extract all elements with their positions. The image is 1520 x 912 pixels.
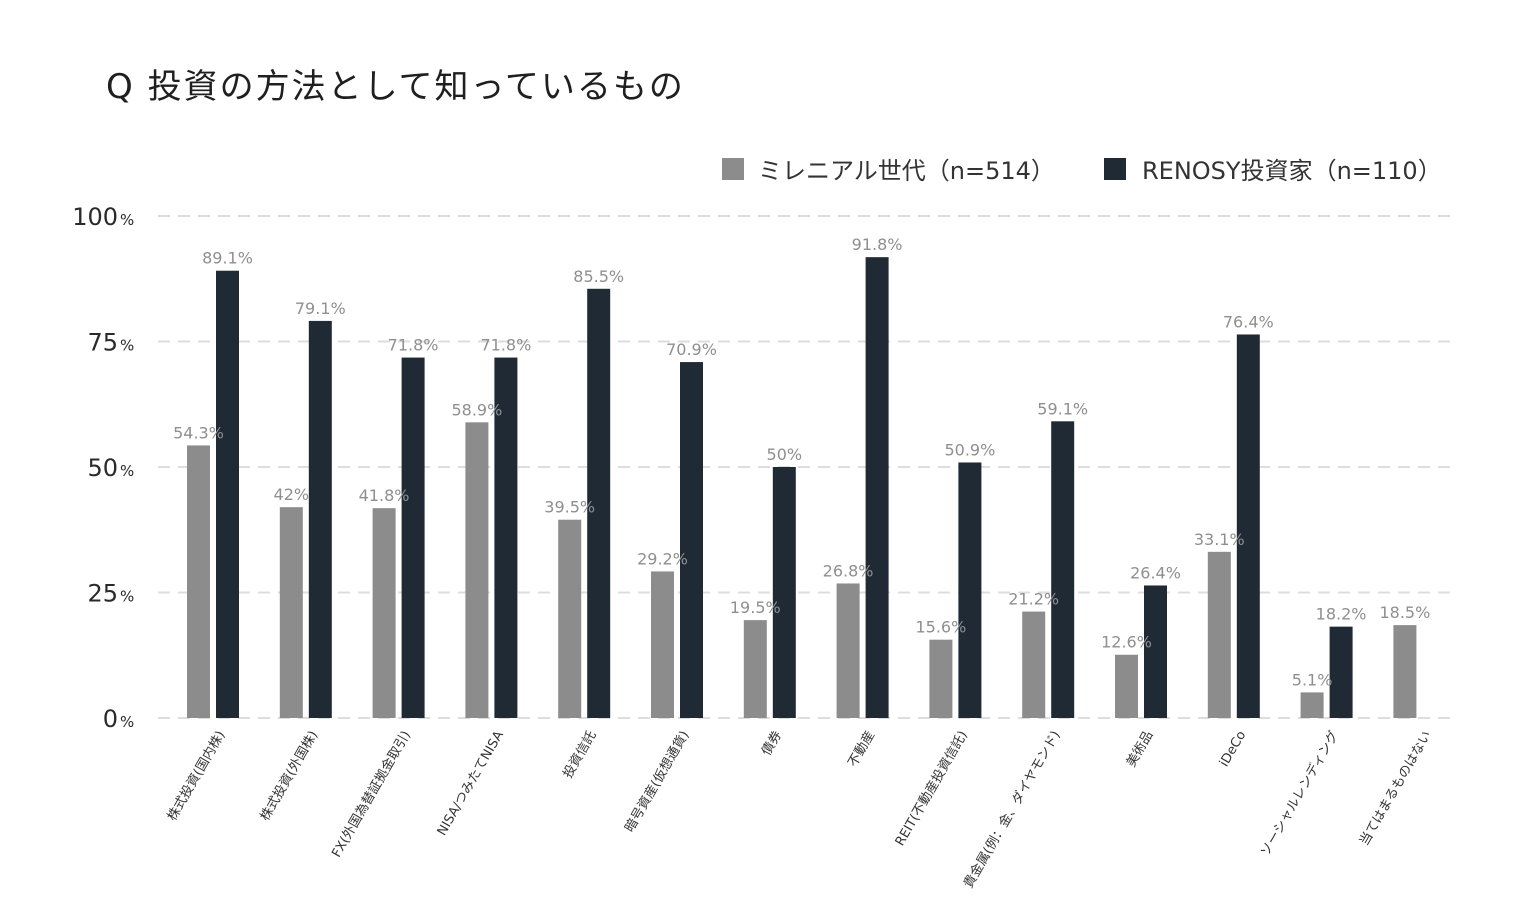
bar-millennial-11	[1207, 551, 1231, 718]
category-label-9: 貴金属(例：金、ダイヤモンド)	[960, 728, 1063, 891]
category-label-3: NISA/つみたてNISA	[435, 728, 507, 838]
y-tick-unit-100: %	[120, 211, 134, 229]
value-label-millennial-8: 15.6%	[915, 618, 966, 637]
y-tick-label-25: 25	[87, 580, 118, 608]
gridlines	[158, 215, 1450, 719]
value-label-renosy-5: 70.9%	[666, 340, 717, 359]
legend: ミレニアル世代（n=514） RENOSY投資家（n=110）	[722, 157, 1442, 185]
bar-renosy-3	[494, 357, 518, 718]
category-label-2: FX(外国為替証拠金取引)	[328, 728, 414, 860]
value-label-renosy-1: 79.1%	[295, 299, 346, 318]
bar-renosy-8	[958, 462, 982, 718]
bar-millennial-2	[372, 508, 396, 718]
bar-millennial-6	[743, 620, 767, 718]
y-tick-label-50: 50	[87, 454, 118, 482]
legend-label-renosy: RENOSY投資家（n=110）	[1142, 157, 1442, 185]
y-tick-unit-25: %	[120, 588, 134, 606]
bar-renosy-6	[772, 467, 796, 718]
value-label-millennial-1: 42%	[274, 485, 310, 504]
bar-renosy-12	[1329, 626, 1353, 718]
x-axis: 株式投資(国内株) 株式投資(外国株) FX(外国為替証拠金取引) NISA/つみたて…	[164, 728, 1435, 891]
bar-millennial-8	[929, 639, 953, 718]
bar-millennial-4	[558, 519, 582, 718]
value-label-renosy-12: 18.2%	[1316, 605, 1367, 624]
legend-swatch-renosy	[1104, 158, 1126, 180]
bar-renosy-10	[1144, 585, 1167, 718]
value-label-millennial-13: 18.5%	[1379, 603, 1430, 622]
bars	[187, 257, 1417, 718]
legend-label-millennial: ミレニアル世代（n=514）	[758, 157, 1055, 185]
bar-millennial-10	[1115, 654, 1138, 718]
category-label-11: iDeCo	[1217, 728, 1249, 769]
value-label-millennial-11: 33.1%	[1194, 530, 1245, 549]
bar-renosy-9	[1051, 421, 1075, 718]
bar-renosy-7	[865, 257, 889, 718]
category-label-1: 株式投資(外国株)	[257, 728, 321, 824]
y-tick-unit-0: %	[120, 713, 134, 731]
bar-millennial-3	[465, 422, 489, 718]
category-label-13: 当てはまるものはない	[1357, 729, 1435, 849]
y-tick-label-0: 0	[103, 705, 118, 733]
value-label-renosy-11: 76.4%	[1223, 312, 1274, 331]
value-label-millennial-7: 26.8%	[823, 561, 874, 580]
category-label-12: ソーシャルレンディング	[1257, 728, 1342, 859]
bar-millennial-0	[187, 445, 210, 718]
value-label-millennial-2: 41.8%	[359, 486, 410, 505]
value-label-millennial-9: 21.2%	[1008, 590, 1059, 609]
value-label-millennial-12: 5.1%	[1292, 670, 1333, 689]
bar-millennial-5	[651, 571, 674, 718]
value-label-millennial-4: 39.5%	[544, 498, 595, 517]
bar-renosy-11	[1236, 334, 1260, 718]
category-label-4: 投資信託	[560, 728, 600, 781]
bar-renosy-1	[308, 320, 332, 718]
bar-millennial-1	[279, 507, 303, 718]
y-axis: 0 %25 %50 %75 %100%	[72, 203, 134, 733]
value-label-renosy-4: 85.5%	[573, 267, 624, 286]
bar-millennial-13	[1393, 625, 1417, 718]
bar-renosy-4	[587, 288, 611, 718]
category-label-7: 不動産	[845, 728, 878, 770]
bar-renosy-5	[680, 362, 703, 718]
bar-millennial-9	[1022, 611, 1046, 718]
value-label-renosy-10: 26.4%	[1130, 563, 1181, 582]
bar-millennial-12	[1300, 692, 1324, 718]
bar-renosy-2	[401, 357, 425, 718]
value-label-renosy-8: 50.9%	[944, 440, 995, 459]
value-label-millennial-5: 29.2%	[637, 549, 688, 568]
value-label-millennial-10: 12.6%	[1101, 633, 1152, 652]
category-label-0: 株式投資(国内株)	[164, 728, 228, 824]
chart-title: Q 投資の方法として知っているもの	[106, 67, 685, 107]
category-label-5: 暗号資産(仮想通貨)	[622, 728, 693, 835]
value-label-millennial-0: 54.3%	[173, 423, 224, 442]
value-label-renosy-0: 89.1%	[202, 249, 253, 268]
category-label-10: 美術品	[1124, 729, 1156, 770]
value-label-renosy-9: 59.1%	[1037, 399, 1088, 418]
category-label-6: 債券	[758, 728, 785, 759]
legend-swatch-millennial	[722, 158, 744, 180]
bar-millennial-7	[836, 583, 860, 718]
value-label-millennial-6: 19.5%	[730, 598, 781, 617]
y-tick-unit-50: %	[120, 462, 134, 480]
value-label-renosy-7: 91.8%	[852, 235, 903, 254]
value-label-renosy-2: 71.8%	[388, 336, 439, 355]
category-label-8: REIT(不動産投資信託)	[892, 728, 971, 849]
value-labels: 54.3% 89.1% 42% 79.1% 41.8% 71.8% 58.9% 71.8% 39…	[173, 235, 1430, 689]
y-tick-label-75: 75	[87, 329, 118, 357]
value-label-renosy-6: 50%	[767, 445, 803, 464]
value-label-renosy-3: 71.8%	[480, 336, 531, 355]
value-label-millennial-3: 58.9%	[451, 400, 502, 419]
bar-renosy-0	[216, 270, 239, 718]
y-tick-label-100: 100	[72, 203, 118, 231]
y-tick-unit-75: %	[120, 337, 134, 355]
